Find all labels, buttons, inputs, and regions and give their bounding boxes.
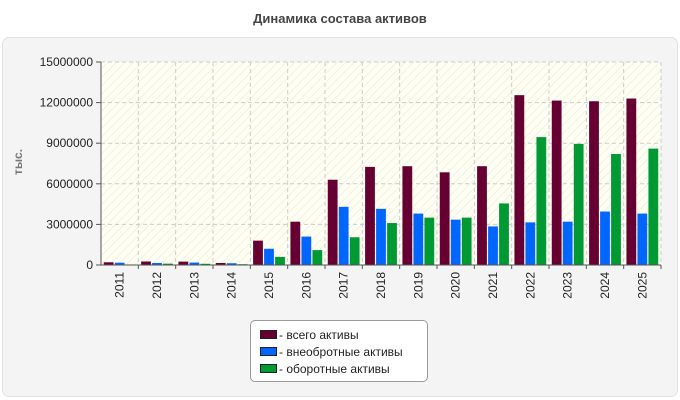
x-tick-label: 2018 [374, 272, 388, 299]
x-tick-label: 2011 [113, 272, 127, 298]
bar-2011-series-2 [114, 262, 125, 265]
bar-2024-series-1 [589, 101, 599, 265]
x-tick-label: 2025 [635, 272, 649, 299]
legend: - всего активы - внеобротные активы - об… [250, 320, 428, 382]
bar-2025-series-2 [637, 213, 648, 265]
bar-2012-series-2 [152, 262, 162, 265]
bar-2018-series-1 [365, 166, 375, 265]
bar-2020-series-1 [439, 172, 450, 265]
bar-2024-series-3 [611, 154, 621, 265]
bar-2016-series-3 [312, 250, 323, 265]
legend-label-noncurrent: - внеобротные активы [279, 344, 403, 359]
bar-2015-series-1 [253, 240, 263, 265]
x-tick-label: 2021 [486, 272, 500, 299]
bar-2020-series-2 [450, 219, 461, 265]
bar-2022-series-1 [514, 95, 525, 265]
bar-2011-series-1 [103, 262, 114, 265]
x-tick-label: 2015 [262, 272, 276, 299]
legend-item-current: - оборотные активы [260, 360, 427, 377]
x-tick-label: 2012 [150, 272, 164, 299]
bar-2025-series-3 [648, 148, 659, 265]
x-tick-label: 2016 [299, 272, 313, 299]
bar-2019-series-3 [424, 217, 435, 265]
legend-swatch-noncurrent [260, 347, 277, 356]
bar-2016-series-2 [301, 236, 312, 265]
y-tick-label: 6000000 [46, 177, 93, 191]
bar-2012-series-3 [163, 263, 173, 265]
x-tick-label: 2024 [598, 272, 612, 299]
bar-2025-series-1 [626, 98, 637, 265]
legend-item-total: - всего активы [260, 326, 427, 343]
x-tick-label: 2014 [225, 272, 239, 299]
bar-2022-series-2 [525, 222, 536, 265]
y-tick-label: 12000000 [40, 96, 94, 110]
x-tick-label: 2019 [411, 272, 425, 299]
bar-2023-series-3 [573, 143, 584, 265]
bar-2015-series-2 [264, 248, 274, 265]
bar-2019-series-2 [413, 213, 424, 265]
bar-2013-series-1 [178, 261, 189, 265]
bar-2023-series-2 [562, 221, 573, 265]
legend-label-total: - всего активы [279, 327, 359, 342]
bar-2017-series-2 [338, 206, 349, 265]
bar-2021-series-1 [477, 166, 487, 265]
bar-2014-series-2 [226, 263, 237, 265]
bar-2020-series-3 [461, 217, 472, 265]
bar-2018-series-2 [376, 208, 386, 265]
y-tick-label: 15000000 [40, 55, 94, 69]
y-axis-label: тыс. [11, 149, 25, 175]
y-tick-label: 3000000 [46, 217, 93, 231]
x-tick-label: 2017 [337, 272, 351, 299]
bar-2022-series-3 [536, 137, 547, 265]
x-tick-label: 2020 [449, 272, 463, 299]
chart-title: Динамика состава активов [253, 11, 427, 26]
x-tick-label: 2022 [523, 272, 537, 299]
y-tick-label: 0 [86, 258, 93, 272]
bar-2015-series-3 [275, 256, 285, 265]
bar-2017-series-1 [327, 179, 338, 265]
bar-2021-series-3 [499, 203, 509, 265]
bar-2012-series-1 [141, 261, 151, 265]
legend-item-noncurrent: - внеобротные активы [260, 343, 427, 360]
legend-swatch-current [260, 364, 277, 373]
bar-2021-series-2 [488, 226, 498, 265]
bar-2023-series-1 [551, 100, 562, 265]
bar-2016-series-1 [290, 221, 301, 265]
bar-2013-series-2 [189, 262, 200, 265]
bar-2024-series-2 [600, 211, 610, 265]
legend-label-current: - оборотные активы [279, 361, 390, 376]
bar-2013-series-3 [200, 263, 211, 265]
bar-2018-series-3 [387, 223, 397, 265]
bar-2019-series-1 [402, 166, 413, 265]
bar-2017-series-3 [349, 237, 360, 265]
legend-swatch-total [260, 330, 277, 339]
x-tick-label: 2023 [561, 272, 575, 299]
y-tick-label: 9000000 [46, 136, 93, 150]
bar-2014-series-1 [215, 262, 226, 265]
x-tick-label: 2013 [187, 272, 201, 299]
